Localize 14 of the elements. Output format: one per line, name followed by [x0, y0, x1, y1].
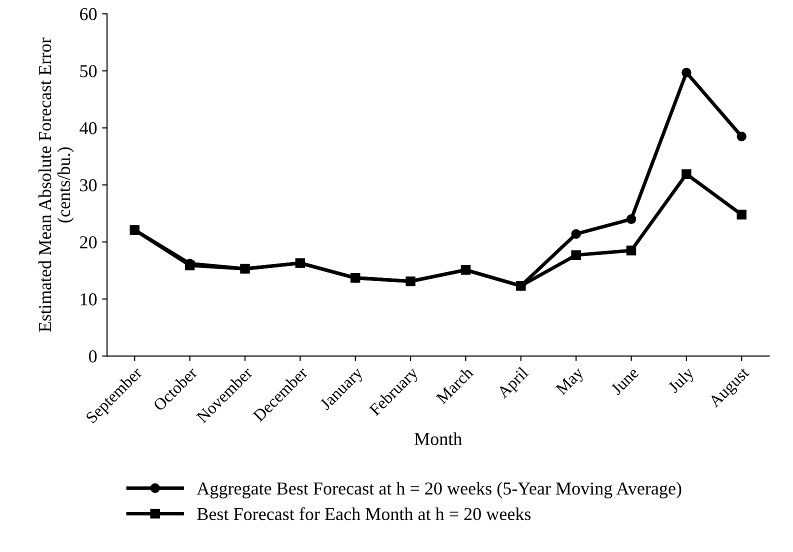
x-tick-label: July: [667, 366, 698, 396]
x-axis-title: Month: [414, 432, 462, 446]
y-tick-label: 0: [88, 350, 97, 362]
y-tick-label: 20: [80, 236, 97, 248]
x-tick-label: June: [610, 366, 640, 396]
legend-label: Best Forecast for Each Month at h = 20 weeks: [197, 507, 531, 520]
y-axis-title: Estimated Mean Absolute Forecast Error (cents/bu.): [38, 38, 74, 332]
y-tick-label: 60: [80, 8, 97, 20]
y-tick-label: 30: [80, 179, 97, 192]
y-tick-label: 10: [80, 293, 97, 306]
y-tick-label: 50: [80, 65, 97, 78]
y-tick-label: 40: [80, 122, 97, 134]
x-tick-label: May: [555, 366, 587, 398]
legend-label: Aggregate Best Forecast at h = 20 weeks (5-Year Moving Average): [196, 482, 682, 498]
